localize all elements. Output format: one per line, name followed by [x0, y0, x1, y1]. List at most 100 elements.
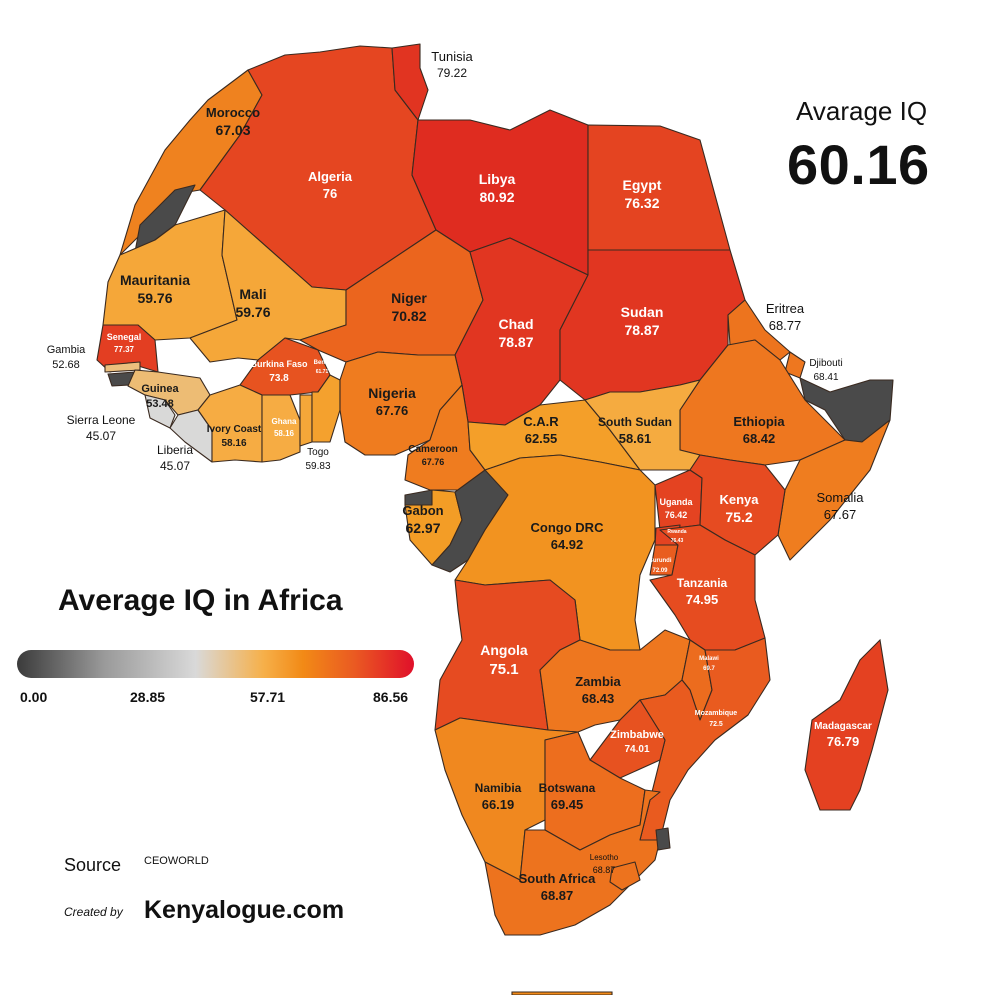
created-by-value: Kenyalogue.com: [144, 896, 345, 924]
country-eswatini[interactable]: [655, 827, 671, 851]
label-lesotho-name: Lesotho: [590, 853, 619, 862]
label-guinea-value: 53.48: [146, 398, 174, 410]
country-madagascar[interactable]: [804, 638, 889, 811]
label-liberia-name: Liberia: [157, 443, 193, 457]
label-egypt-name: Egypt: [623, 177, 662, 193]
label-niger-name: Niger: [391, 290, 427, 306]
label-uganda-name: Uganda: [659, 497, 693, 507]
label-mauritania-name: Mauritania: [120, 272, 190, 288]
label-gambia-name: Gambia: [47, 344, 86, 356]
source-value: CEOWORLD: [144, 855, 209, 867]
label-tanzania-value: 74.95: [686, 592, 719, 607]
label-libya-value: 80.92: [479, 189, 514, 205]
country-kenya[interactable]: [689, 454, 786, 556]
label-ghana-name: Ghana: [272, 417, 297, 426]
label-algeria-value: 76: [323, 186, 337, 201]
label-senegal-name: Senegal: [107, 332, 142, 342]
label-burundi-name: Burundi: [649, 558, 672, 564]
country-togo[interactable]: [299, 394, 313, 447]
label-congo-drc-name: Congo DRC: [531, 520, 605, 535]
legend-tick-max: 86.56: [373, 689, 409, 705]
label-liberia-value: 45.07: [160, 459, 190, 473]
average-label: Avarage IQ: [796, 96, 928, 126]
legend-tick-min: 0.00: [20, 689, 48, 705]
country-sierra-leone[interactable]: [144, 394, 176, 429]
country-somalia[interactable]: [777, 419, 891, 561]
label-morocco-name: Morocco: [206, 105, 260, 120]
label-egypt-value: 76.32: [624, 195, 659, 211]
label-mauritania-value: 59.76: [137, 290, 172, 306]
label-djibouti-value: 68.41: [813, 372, 838, 383]
country-south-sudan[interactable]: [584, 379, 701, 471]
label-mali-value: 59.76: [235, 304, 270, 320]
label-cameroon-value: 67.76: [422, 457, 445, 467]
label-madagascar-value: 76.79: [827, 734, 860, 749]
label-zimbabwe-name: Zimbabwe: [610, 729, 664, 741]
country-south-africa[interactable]: [484, 789, 661, 936]
map-title: Average IQ in Africa: [58, 584, 343, 617]
label-kenya-value: 75.2: [725, 509, 752, 525]
legend-color-scale: [17, 650, 414, 678]
label-nigeria-value: 67.76: [376, 403, 409, 418]
label-togo-value: 59.83: [305, 461, 330, 472]
label-car-value: 62.55: [525, 431, 558, 446]
label-namibia-value: 66.19: [482, 797, 515, 812]
label-eritrea-value: 68.77: [769, 318, 802, 333]
label-somalia-name: Somalia: [817, 490, 865, 505]
label-morocco-value: 67.03: [215, 122, 250, 138]
label-angola-value: 75.1: [489, 661, 518, 678]
label-congo-drc-value: 64.92: [551, 537, 584, 552]
label-south-africa-value: 68.87: [541, 888, 574, 903]
average-value: 60.16: [787, 133, 930, 196]
label-nigeria-name: Nigeria: [368, 385, 416, 401]
legend-tick-3: 57.71: [250, 689, 286, 705]
label-rwanda-name: Rwanda: [667, 529, 686, 535]
label-botswana-value: 69.45: [551, 797, 584, 812]
label-tunisia-value: 79.22: [437, 66, 467, 80]
label-somalia-value: 67.67: [824, 507, 857, 522]
label-sierra-leone-name: Sierra Leone: [67, 413, 136, 427]
label-south-africa-name: South Africa: [519, 871, 597, 886]
label-tunisia-name: Tunisia: [431, 49, 473, 64]
label-mozambique-value: 72.5: [709, 721, 723, 728]
label-eritrea-name: Eritrea: [766, 301, 805, 316]
label-malawi-name: Malawi: [699, 656, 719, 662]
label-djibouti-name: Djibouti: [809, 358, 842, 369]
label-sierra-leone-value: 45.07: [86, 429, 116, 443]
source-label: Source: [64, 855, 122, 875]
label-guinea-name: Guinea: [141, 383, 179, 395]
label-malawi-value: 69.7: [703, 666, 715, 672]
label-sudan-name: Sudan: [621, 304, 664, 320]
label-madagascar-name: Madagascar: [814, 721, 872, 732]
label-ghana-value: 58.16: [274, 429, 295, 438]
label-algeria-name: Algeria: [308, 169, 353, 184]
label-zambia-name: Zambia: [575, 674, 621, 689]
label-south-sudan-name: South Sudan: [598, 415, 672, 429]
label-rwanda-value: 76.43: [671, 538, 684, 544]
country-lesotho[interactable]: [609, 861, 641, 891]
label-gabon-name: Gabon: [402, 503, 443, 518]
label-togo-name: Togo: [307, 447, 329, 458]
created-by-label: Created by: [64, 905, 123, 919]
label-niger-value: 70.82: [391, 308, 426, 324]
label-burundi-value: 72.09: [652, 568, 668, 574]
label-burkina-faso-value: 73.8: [269, 373, 289, 384]
country-ghana[interactable]: [261, 394, 301, 463]
label-mozambique-name: Mozambique: [695, 710, 737, 717]
country-tunisia[interactable]: [391, 43, 429, 121]
label-sudan-value: 78.87: [624, 322, 659, 338]
label-ethiopia-value: 68.42: [743, 431, 776, 446]
legend-tick-2: 28.85: [130, 689, 166, 705]
label-uganda-value: 76.42: [665, 510, 688, 520]
label-mali-name: Mali: [239, 286, 266, 302]
bottom-edge-fragment: [511, 991, 613, 995]
country-senegal[interactable]: [96, 324, 159, 373]
label-zimbabwe-value: 74.01: [624, 744, 649, 755]
label-benin-value: 61.71: [316, 369, 329, 375]
label-gambia-value: 52.68: [52, 359, 80, 371]
label-ethiopia-name: Ethiopia: [733, 414, 785, 429]
label-ivory-coast-name: Ivory Coast: [207, 424, 262, 435]
label-tanzania-name: Tanzania: [677, 576, 728, 590]
label-lesotho-value: 68.87: [593, 865, 616, 875]
label-botswana-name: Botswana: [539, 781, 596, 795]
